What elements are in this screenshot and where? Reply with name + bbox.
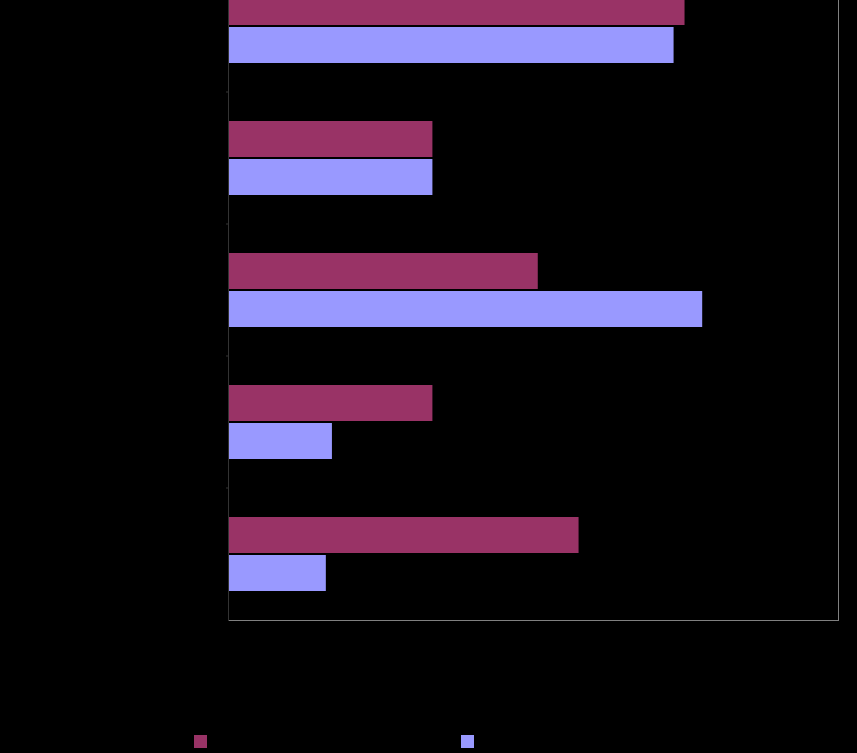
bar <box>229 423 332 459</box>
bar <box>229 121 433 157</box>
bar <box>229 291 703 327</box>
bar <box>229 0 685 25</box>
bar <box>229 27 674 63</box>
legend-swatch <box>461 735 474 748</box>
bar <box>229 517 579 553</box>
bar <box>229 159 433 195</box>
bar <box>229 253 538 289</box>
bar <box>229 385 433 421</box>
legend-swatch <box>194 735 207 748</box>
bar <box>229 555 326 591</box>
